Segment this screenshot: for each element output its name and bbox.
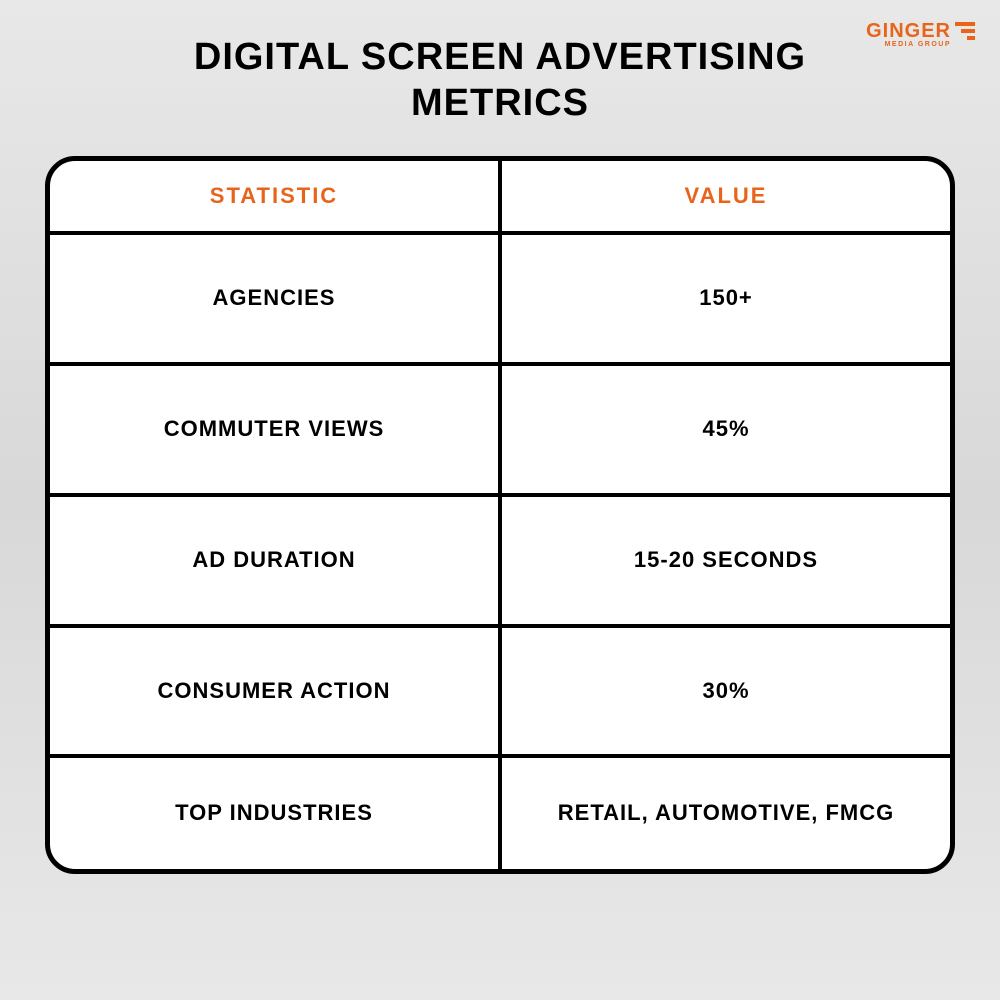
logo-subtitle: MEDIA GROUP [885, 41, 951, 48]
title-line-1: DIGITAL SCREEN ADVERTISING [0, 35, 1000, 81]
cell-statistic: CONSUMER ACTION [50, 628, 502, 755]
table-row: COMMUTER VIEWS 45% [50, 366, 950, 497]
cell-value: 30% [502, 628, 950, 755]
cell-statistic: COMMUTER VIEWS [50, 366, 502, 493]
title-line-2: METRICS [0, 81, 1000, 127]
metrics-table: STATISTIC VALUE AGENCIES 150+ COMMUTER V… [45, 156, 955, 874]
table-row: AGENCIES 150+ [50, 235, 950, 366]
page-title: DIGITAL SCREEN ADVERTISING METRICS [0, 0, 1000, 126]
logo-bars-icon [955, 22, 975, 40]
logo-text: GINGER [866, 20, 951, 43]
cell-value: RETAIL, AUTOMOTIVE, FMCG [502, 758, 950, 869]
cell-statistic: AD DURATION [50, 497, 502, 624]
cell-statistic: TOP INDUSTRIES [50, 758, 502, 869]
cell-value: 45% [502, 366, 950, 493]
column-header-value: VALUE [502, 161, 950, 231]
table-row: TOP INDUSTRIES RETAIL, AUTOMOTIVE, FMCG [50, 758, 950, 869]
cell-value: 15-20 SECONDS [502, 497, 950, 624]
cell-statistic: AGENCIES [50, 235, 502, 362]
brand-logo: GINGER MEDIA GROUP [866, 20, 975, 48]
table-row: AD DURATION 15-20 SECONDS [50, 497, 950, 628]
table-row: CONSUMER ACTION 30% [50, 628, 950, 759]
logo-top-row: GINGER [866, 20, 975, 43]
cell-value: 150+ [502, 235, 950, 362]
column-header-statistic: STATISTIC [50, 161, 502, 231]
table-header-row: STATISTIC VALUE [50, 161, 950, 235]
